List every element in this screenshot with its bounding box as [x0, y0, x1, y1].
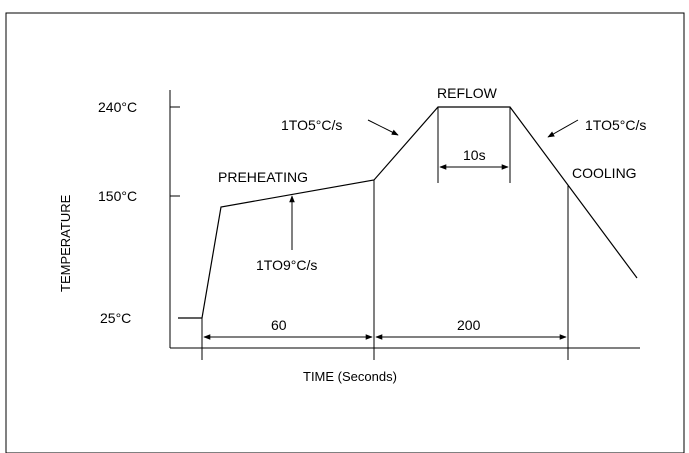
- ramp-up-rate-leader: [367, 119, 399, 136]
- y-tick-label-240: 240°C: [98, 99, 137, 115]
- stage-label-reflow: REFLOW: [437, 85, 498, 101]
- x-axis-title: TIME (Seconds): [303, 369, 397, 384]
- y-axis-title: TEMPERATURE: [58, 194, 73, 292]
- peak-hold-label: 10s: [463, 147, 486, 163]
- figure-border: [5, 12, 685, 453]
- stage-label-cooling: COOLING: [572, 165, 637, 181]
- ramp-up-rate-label: 1TO5°C/s: [281, 117, 342, 133]
- y-tick-label-25: 25°C: [100, 310, 131, 326]
- cool-down-rate-label: 1TO5°C/s: [585, 117, 646, 133]
- preheat-duration-label: 60: [271, 317, 287, 333]
- preheat-rate-label: 1TO9°C/s: [256, 257, 317, 273]
- reflow-duration-label: 200: [457, 317, 481, 333]
- cool-down-rate-leader: [547, 119, 579, 138]
- y-tick-label-150: 150°C: [98, 188, 137, 204]
- stage-label-preheating: PREHEATING: [218, 169, 308, 185]
